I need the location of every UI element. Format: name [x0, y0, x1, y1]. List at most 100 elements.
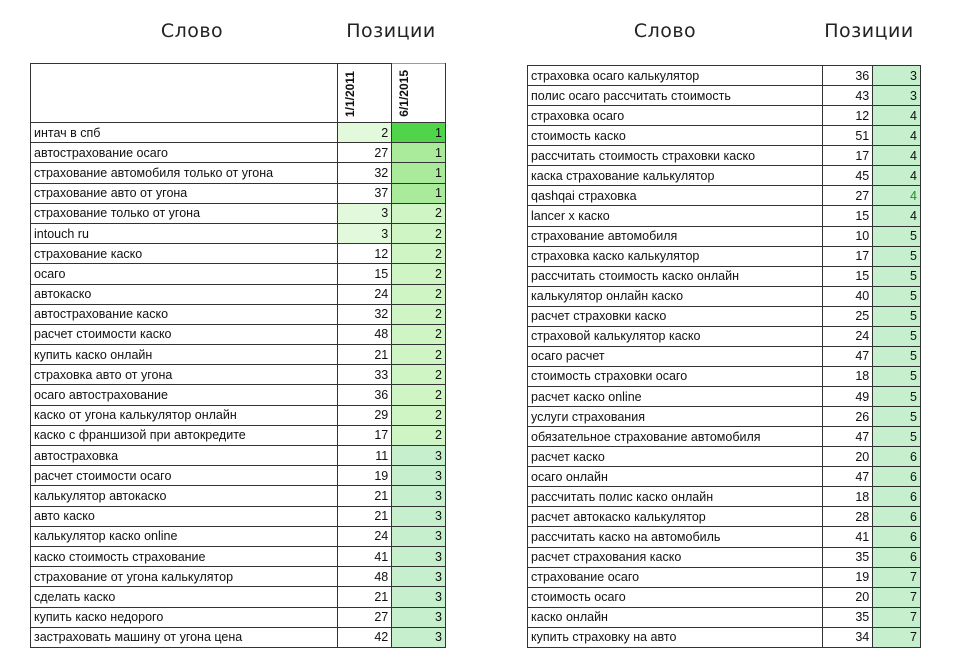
right-keyword-table: страховка осаго калькулятор 36 3 полис осаг… [527, 64, 921, 648]
table-row: автострахование осаго 27 1 [30, 142, 446, 164]
table-row: автострахование каско 32 2 [30, 303, 446, 325]
position-2011-cell: 27 [821, 185, 874, 207]
keyword-cell: интач в спб [30, 121, 338, 144]
position-2011-cell: 15 [821, 205, 874, 227]
table-row: осаго онлайн 47 6 [527, 466, 921, 488]
keyword-cell: intouch ru [30, 222, 338, 245]
keyword-cell: осаго [30, 263, 338, 285]
position-2011-cell: 21 [336, 586, 393, 608]
table-header-row: 1/1/2011 6/1/2015 [30, 63, 446, 123]
keyword-cell: qashqai страховка [527, 185, 823, 207]
date-header-2011: 1/1/2011 [336, 63, 393, 123]
keyword-cell: расчет автокаско калькулятор [527, 506, 823, 528]
keyword-cell: каско от угона калькулятор онлайн [30, 404, 338, 426]
table-row: калькулятор автокаско 21 3 [30, 485, 446, 507]
position-2011-cell: 10 [821, 225, 874, 247]
keyword-cell: страхование автомобиля [527, 225, 823, 247]
keyword-cell: страховка осаго калькулятор [527, 64, 823, 87]
keyword-cell: стоимость каско [527, 125, 823, 147]
position-2011-cell: 29 [336, 404, 393, 426]
table-row: расчет страхования каско 35 6 [527, 546, 921, 568]
table-row: страхование автомобиля только от угона 32… [30, 162, 446, 184]
table-row: каско стоимость страхование 41 3 [30, 545, 446, 568]
position-2015-cell: 4 [872, 125, 921, 147]
position-2015-cell: 1 [391, 182, 446, 204]
table-row: купить страховку на авто 34 7 [527, 626, 921, 648]
position-2015-cell: 3 [872, 85, 921, 107]
right-heading-word: Слово [633, 20, 697, 42]
keyword-cell: стоимость страховки осаго [527, 365, 823, 388]
keyword-cell: автострахование осаго [30, 142, 338, 164]
position-2015-cell: 3 [391, 586, 446, 608]
position-2011-cell: 24 [336, 283, 393, 305]
table-row: страховка каско калькулятор 17 5 [527, 245, 921, 267]
position-2011-cell: 21 [336, 485, 393, 507]
keyword-cell: каска страхование калькулятор [527, 165, 823, 187]
date-header-2015: 6/1/2015 [391, 63, 446, 123]
position-2011-cell: 32 [336, 303, 393, 325]
position-2015-cell: 5 [872, 406, 921, 428]
position-2015-cell: 2 [391, 303, 446, 325]
position-2011-cell: 47 [821, 466, 874, 488]
table-row: расчет каско online 49 5 [527, 385, 921, 408]
position-2015-cell: 3 [391, 545, 446, 568]
position-2011-cell: 35 [821, 546, 874, 568]
position-2011-cell: 35 [821, 606, 874, 628]
position-2015-cell: 5 [872, 285, 921, 307]
position-2011-cell: 28 [821, 506, 874, 528]
table-row: калькулятор онлайн каско 40 5 [527, 285, 921, 307]
table-row: осаго 15 2 [30, 263, 446, 285]
keyword-cell: страховка каско калькулятор [527, 245, 823, 267]
table-row: стоимость осаго 20 7 [527, 586, 921, 608]
keyword-cell: услуги страхования [527, 406, 823, 428]
keyword-cell: автострахование каско [30, 303, 338, 325]
position-2015-cell: 2 [391, 202, 446, 224]
position-2015-cell: 5 [872, 225, 921, 247]
position-2015-cell: 3 [391, 444, 446, 467]
keyword-cell: расчет стоимости осаго [30, 465, 338, 487]
table-row: автостраховка 11 3 [30, 444, 446, 467]
position-2015-cell: 2 [391, 263, 446, 285]
position-2015-cell: 2 [391, 344, 446, 366]
table-row: страхование только от угона 3 2 [30, 202, 446, 224]
position-2011-cell: 41 [336, 545, 393, 568]
table-row: расчет автокаско калькулятор 28 6 [527, 506, 921, 528]
keyword-cell: расчет каско online [527, 385, 823, 408]
position-2011-cell: 43 [821, 85, 874, 107]
position-2011-cell: 47 [821, 345, 874, 367]
keyword-cell: рассчитать полис каско онлайн [527, 486, 823, 508]
keyword-cell: страховой калькулятор каско [527, 325, 823, 347]
keyword-cell: каско стоимость страхование [30, 545, 338, 568]
position-2015-cell: 2 [391, 364, 446, 386]
position-2015-cell: 6 [872, 486, 921, 508]
position-2011-cell: 32 [336, 162, 393, 184]
position-2011-cell: 48 [336, 323, 393, 346]
keyword-cell: каско онлайн [527, 606, 823, 628]
position-2011-cell: 27 [336, 606, 393, 628]
table-row: рассчитать полис каско онлайн 18 6 [527, 486, 921, 508]
position-2011-cell: 41 [821, 526, 874, 548]
keyword-cell: обязательное страхование автомобиля [527, 426, 823, 448]
table-row: intouch ru 3 2 [30, 222, 446, 245]
position-2015-cell: 3 [391, 465, 446, 487]
position-2015-cell: 7 [872, 606, 921, 628]
table-row: автокаско 24 2 [30, 283, 446, 305]
position-2015-cell: 6 [872, 546, 921, 568]
position-2011-cell: 21 [336, 505, 393, 527]
position-2011-cell: 24 [821, 325, 874, 347]
position-2015-cell: 2 [391, 243, 446, 265]
table-row: qashqai страховка 27 4 [527, 185, 921, 207]
keyword-cell: рассчитать стоимость каско онлайн [527, 265, 823, 287]
position-2011-cell: 17 [336, 424, 393, 447]
position-2015-cell: 3 [391, 626, 446, 648]
position-2015-cell: 4 [872, 165, 921, 187]
position-2011-cell: 40 [821, 285, 874, 307]
position-2015-cell: 5 [872, 365, 921, 388]
table-row: расчет стоимости каско 48 2 [30, 323, 446, 346]
table-row: сделать каско 21 3 [30, 586, 446, 608]
position-2015-cell: 2 [391, 283, 446, 305]
table-row: калькулятор каско online 24 3 [30, 525, 446, 547]
position-2011-cell: 21 [336, 344, 393, 366]
position-2015-cell: 2 [391, 424, 446, 447]
keyword-cell: авто каско [30, 505, 338, 527]
